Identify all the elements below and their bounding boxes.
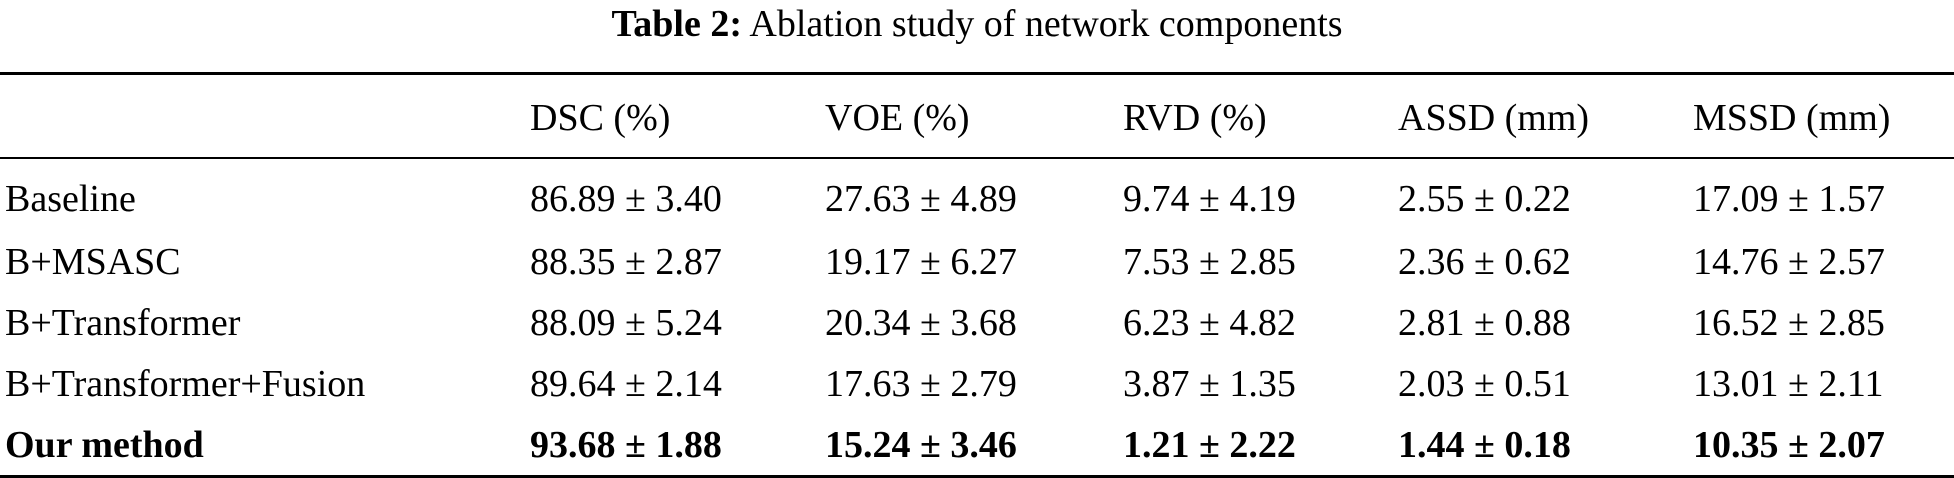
table-caption: Table 2: Ablation study of network compo… [0, 0, 1954, 50]
ablation-table-container: DSC (%) VOE (%) RVD (%) ASSD (mm) MSSD (… [0, 72, 1954, 478]
header-assd: ASSD (mm) [1398, 97, 1590, 139]
header-dsc: DSC (%) [530, 97, 671, 139]
cell-dsc: 88.09 ± 5.24 [530, 301, 722, 344]
row-label: Baseline [5, 178, 136, 220]
table-row-our-method: Our method 93.68 ± 1.88 15.24 ± 3.46 1.2… [0, 414, 1954, 477]
header-row: DSC (%) VOE (%) RVD (%) ASSD (mm) MSSD (… [0, 73, 1954, 159]
cell-mssd: 17.09 ± 1.57 [1693, 178, 1885, 220]
row-label: Our method [5, 423, 204, 466]
cell-assd: 1.44 ± 0.18 [1398, 423, 1571, 466]
cell-voe: 17.63 ± 2.79 [825, 362, 1017, 405]
cell-mssd: 14.76 ± 2.57 [1693, 240, 1885, 283]
cell-assd: 2.81 ± 0.88 [1398, 301, 1571, 344]
row-label: B+MSASC [5, 240, 181, 283]
row-label: B+Transformer+Fusion [5, 362, 366, 405]
cell-rvd: 1.21 ± 2.22 [1123, 423, 1296, 466]
cell-assd: 2.36 ± 0.62 [1398, 240, 1571, 283]
caption-label: Table 2: [611, 3, 743, 45]
caption-text: Ablation study of network components [749, 3, 1343, 45]
ablation-table: DSC (%) VOE (%) RVD (%) ASSD (mm) MSSD (… [0, 72, 1954, 478]
cell-rvd: 3.87 ± 1.35 [1123, 362, 1296, 405]
cell-dsc: 93.68 ± 1.88 [530, 423, 722, 466]
row-label: B+Transformer [5, 301, 241, 344]
cell-dsc: 86.89 ± 3.40 [530, 178, 722, 220]
cell-assd: 2.03 ± 0.51 [1398, 362, 1571, 405]
cell-voe: 15.24 ± 3.46 [825, 423, 1017, 466]
table-row-b-transformer-fusion: B+Transformer+Fusion 89.64 ± 2.14 17.63 … [0, 353, 1954, 414]
cell-mssd: 10.35 ± 2.07 [1693, 423, 1885, 466]
cell-dsc: 89.64 ± 2.14 [530, 362, 722, 405]
table-row-b-msasc: B+MSASC 88.35 ± 2.87 19.17 ± 6.27 7.53 ±… [0, 231, 1954, 292]
cell-voe: 20.34 ± 3.68 [825, 301, 1017, 344]
cell-rvd: 7.53 ± 2.85 [1123, 240, 1296, 283]
header-empty [0, 74, 530, 159]
header-rvd: RVD (%) [1123, 97, 1267, 139]
header-mssd: MSSD (mm) [1693, 97, 1891, 139]
cell-voe: 27.63 ± 4.89 [825, 178, 1017, 220]
header-voe: VOE (%) [825, 97, 970, 139]
cell-assd: 2.55 ± 0.22 [1398, 178, 1571, 220]
cell-mssd: 16.52 ± 2.85 [1693, 301, 1885, 344]
cell-dsc: 88.35 ± 2.87 [530, 240, 722, 283]
cell-voe: 19.17 ± 6.27 [825, 240, 1017, 283]
cell-rvd: 6.23 ± 4.82 [1123, 301, 1296, 344]
cell-rvd: 9.74 ± 4.19 [1123, 178, 1296, 220]
table-row-baseline: Baseline 86.89 ± 3.40 27.63 ± 4.89 9.74 … [0, 158, 1954, 231]
table-row-b-transformer: B+Transformer 88.09 ± 5.24 20.34 ± 3.68 … [0, 292, 1954, 353]
cell-mssd: 13.01 ± 2.11 [1693, 362, 1884, 405]
